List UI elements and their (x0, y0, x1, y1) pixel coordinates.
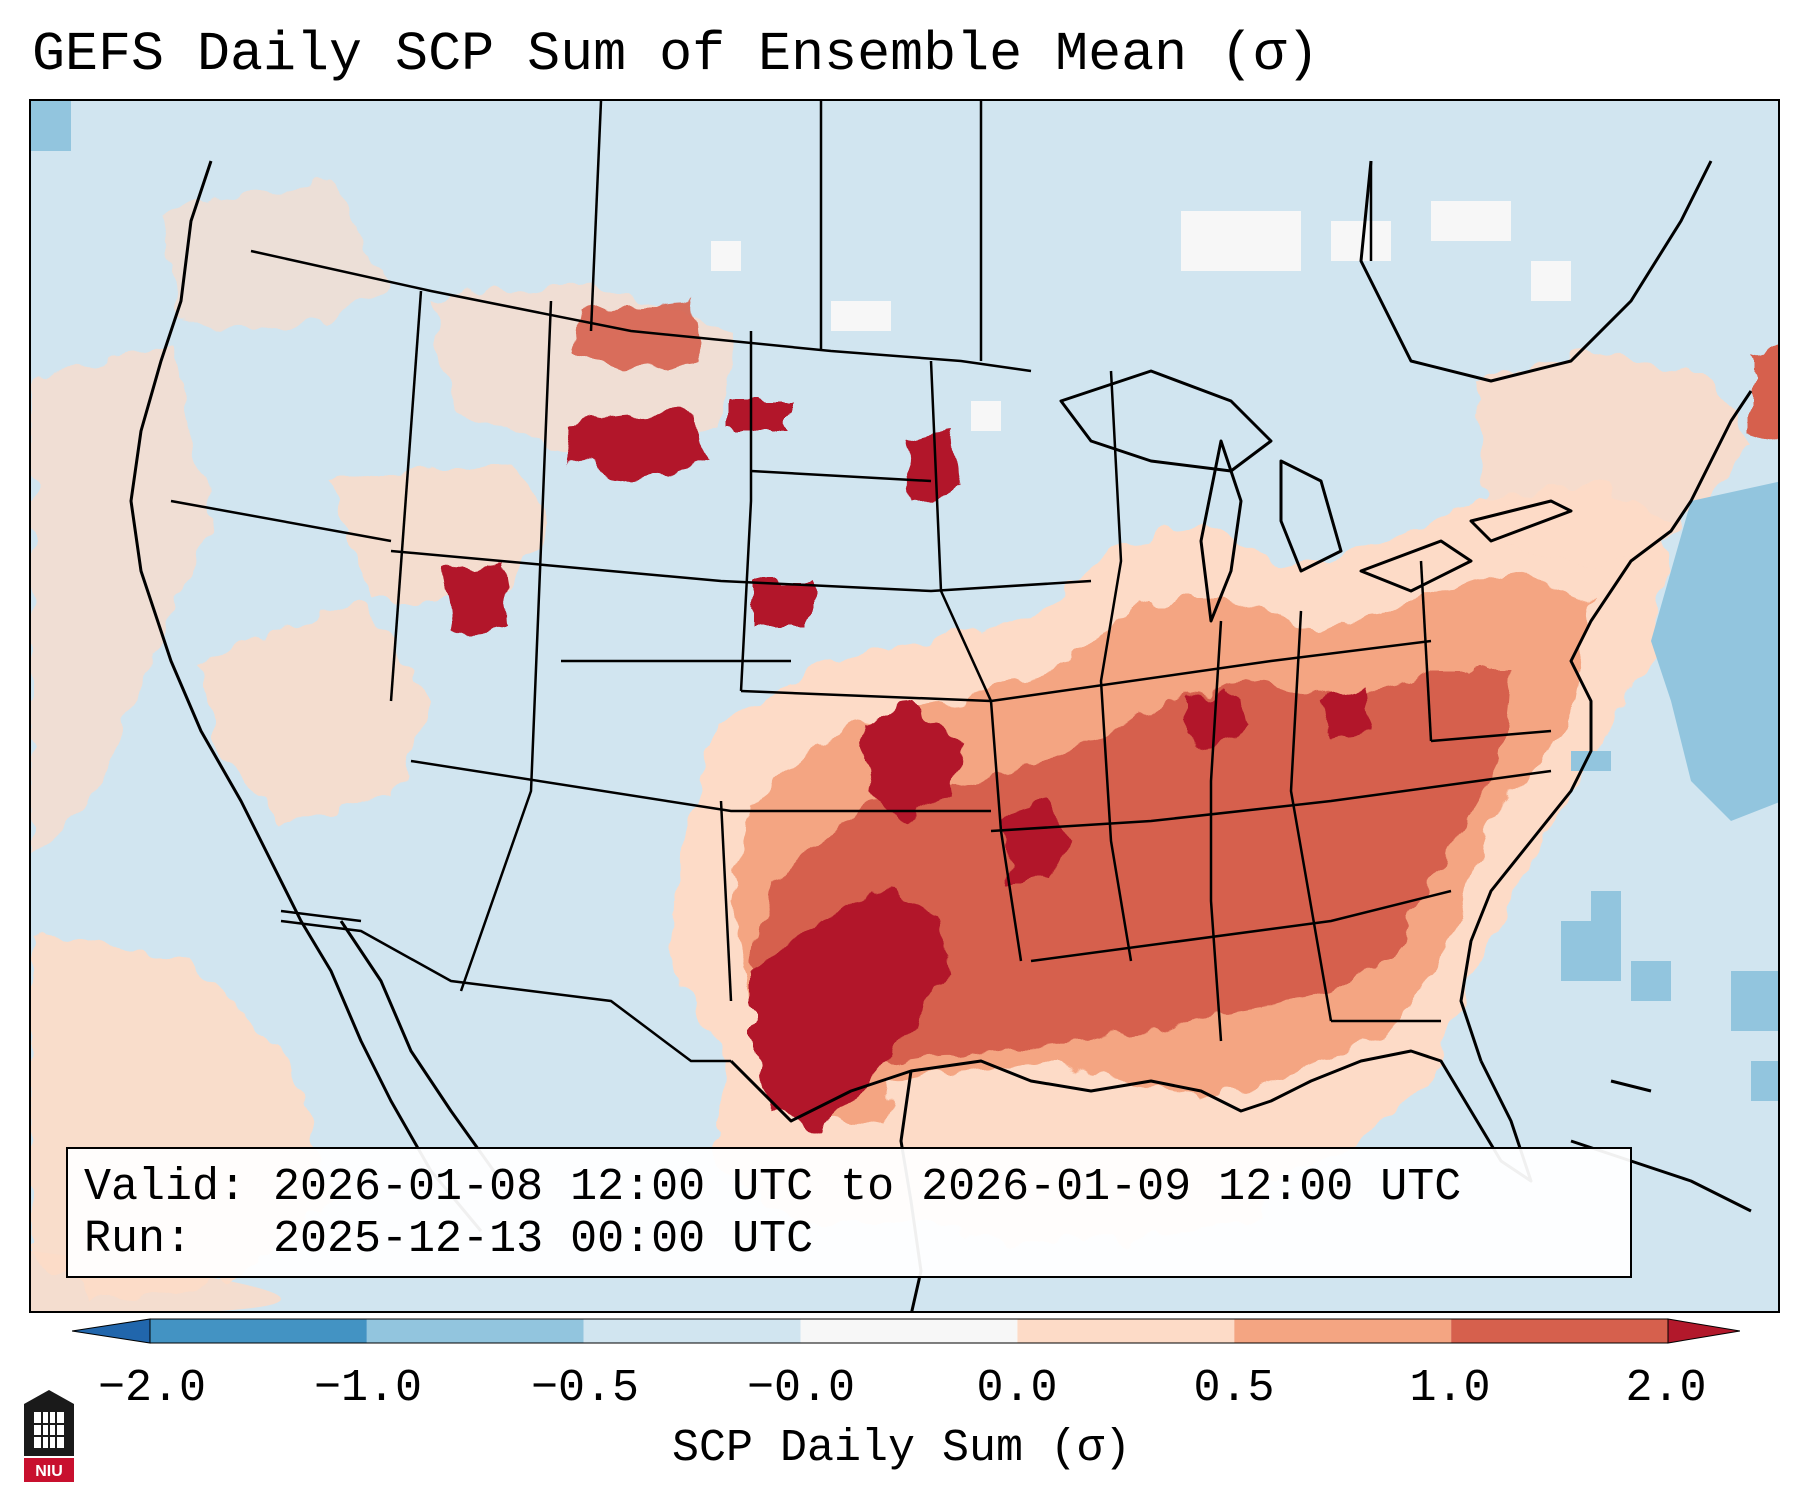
colorbar-extend-low (72, 1318, 151, 1344)
niu-logo-icon: NIU (24, 1390, 74, 1482)
negative-anomalies (31, 101, 1778, 1101)
niu-logo-badge (24, 1458, 74, 1482)
scp-map (31, 101, 1778, 1311)
colorbar-bins (149, 1318, 1669, 1344)
colorbar-tick: 2.0 (1625, 1363, 1707, 1414)
colorbar-tick: 0.5 (1193, 1363, 1275, 1414)
niu-logo-text: NIU (35, 1463, 63, 1480)
colorbar-tick: 0.0 (976, 1363, 1058, 1414)
colorbar-bin (1234, 1319, 1452, 1343)
neutral-patches (711, 201, 1571, 431)
colorbar-bin (800, 1319, 1018, 1343)
colorbar-tick: 1.0 (1409, 1363, 1491, 1414)
state-borders (170, 101, 1552, 1063)
colorbar-bin (583, 1319, 801, 1343)
map-panel[interactable] (29, 99, 1780, 1313)
scp-shading (31, 181, 1778, 1301)
colorbar-tick: −0.0 (746, 1363, 856, 1414)
colorbar-tick: −1.0 (313, 1363, 423, 1414)
validity-info-box: Valid: 2026-01-08 12:00 UTC to 2026-01-0… (66, 1147, 1632, 1278)
colorbar-bin (366, 1319, 584, 1343)
colorbar-bin (150, 1319, 367, 1343)
run-time-line: Run: 2025-12-13 00:00 UTC (84, 1214, 814, 1265)
colorbar-label: SCP Daily Sum (σ) (671, 1423, 1132, 1474)
colorbar-tick: −2.0 (97, 1363, 207, 1414)
valid-time-line: Valid: 2026-01-08 12:00 UTC to 2026-01-0… (84, 1162, 1462, 1213)
colorbar-bin (1017, 1319, 1235, 1343)
colorbar-tick: −0.5 (530, 1363, 640, 1414)
colorbar-bin (1451, 1319, 1668, 1343)
colorbar-extend-high (1667, 1318, 1740, 1344)
map-title: GEFS Daily SCP Sum of Ensemble Mean (σ) (32, 23, 1320, 86)
colorbar (72, 1318, 1740, 1344)
